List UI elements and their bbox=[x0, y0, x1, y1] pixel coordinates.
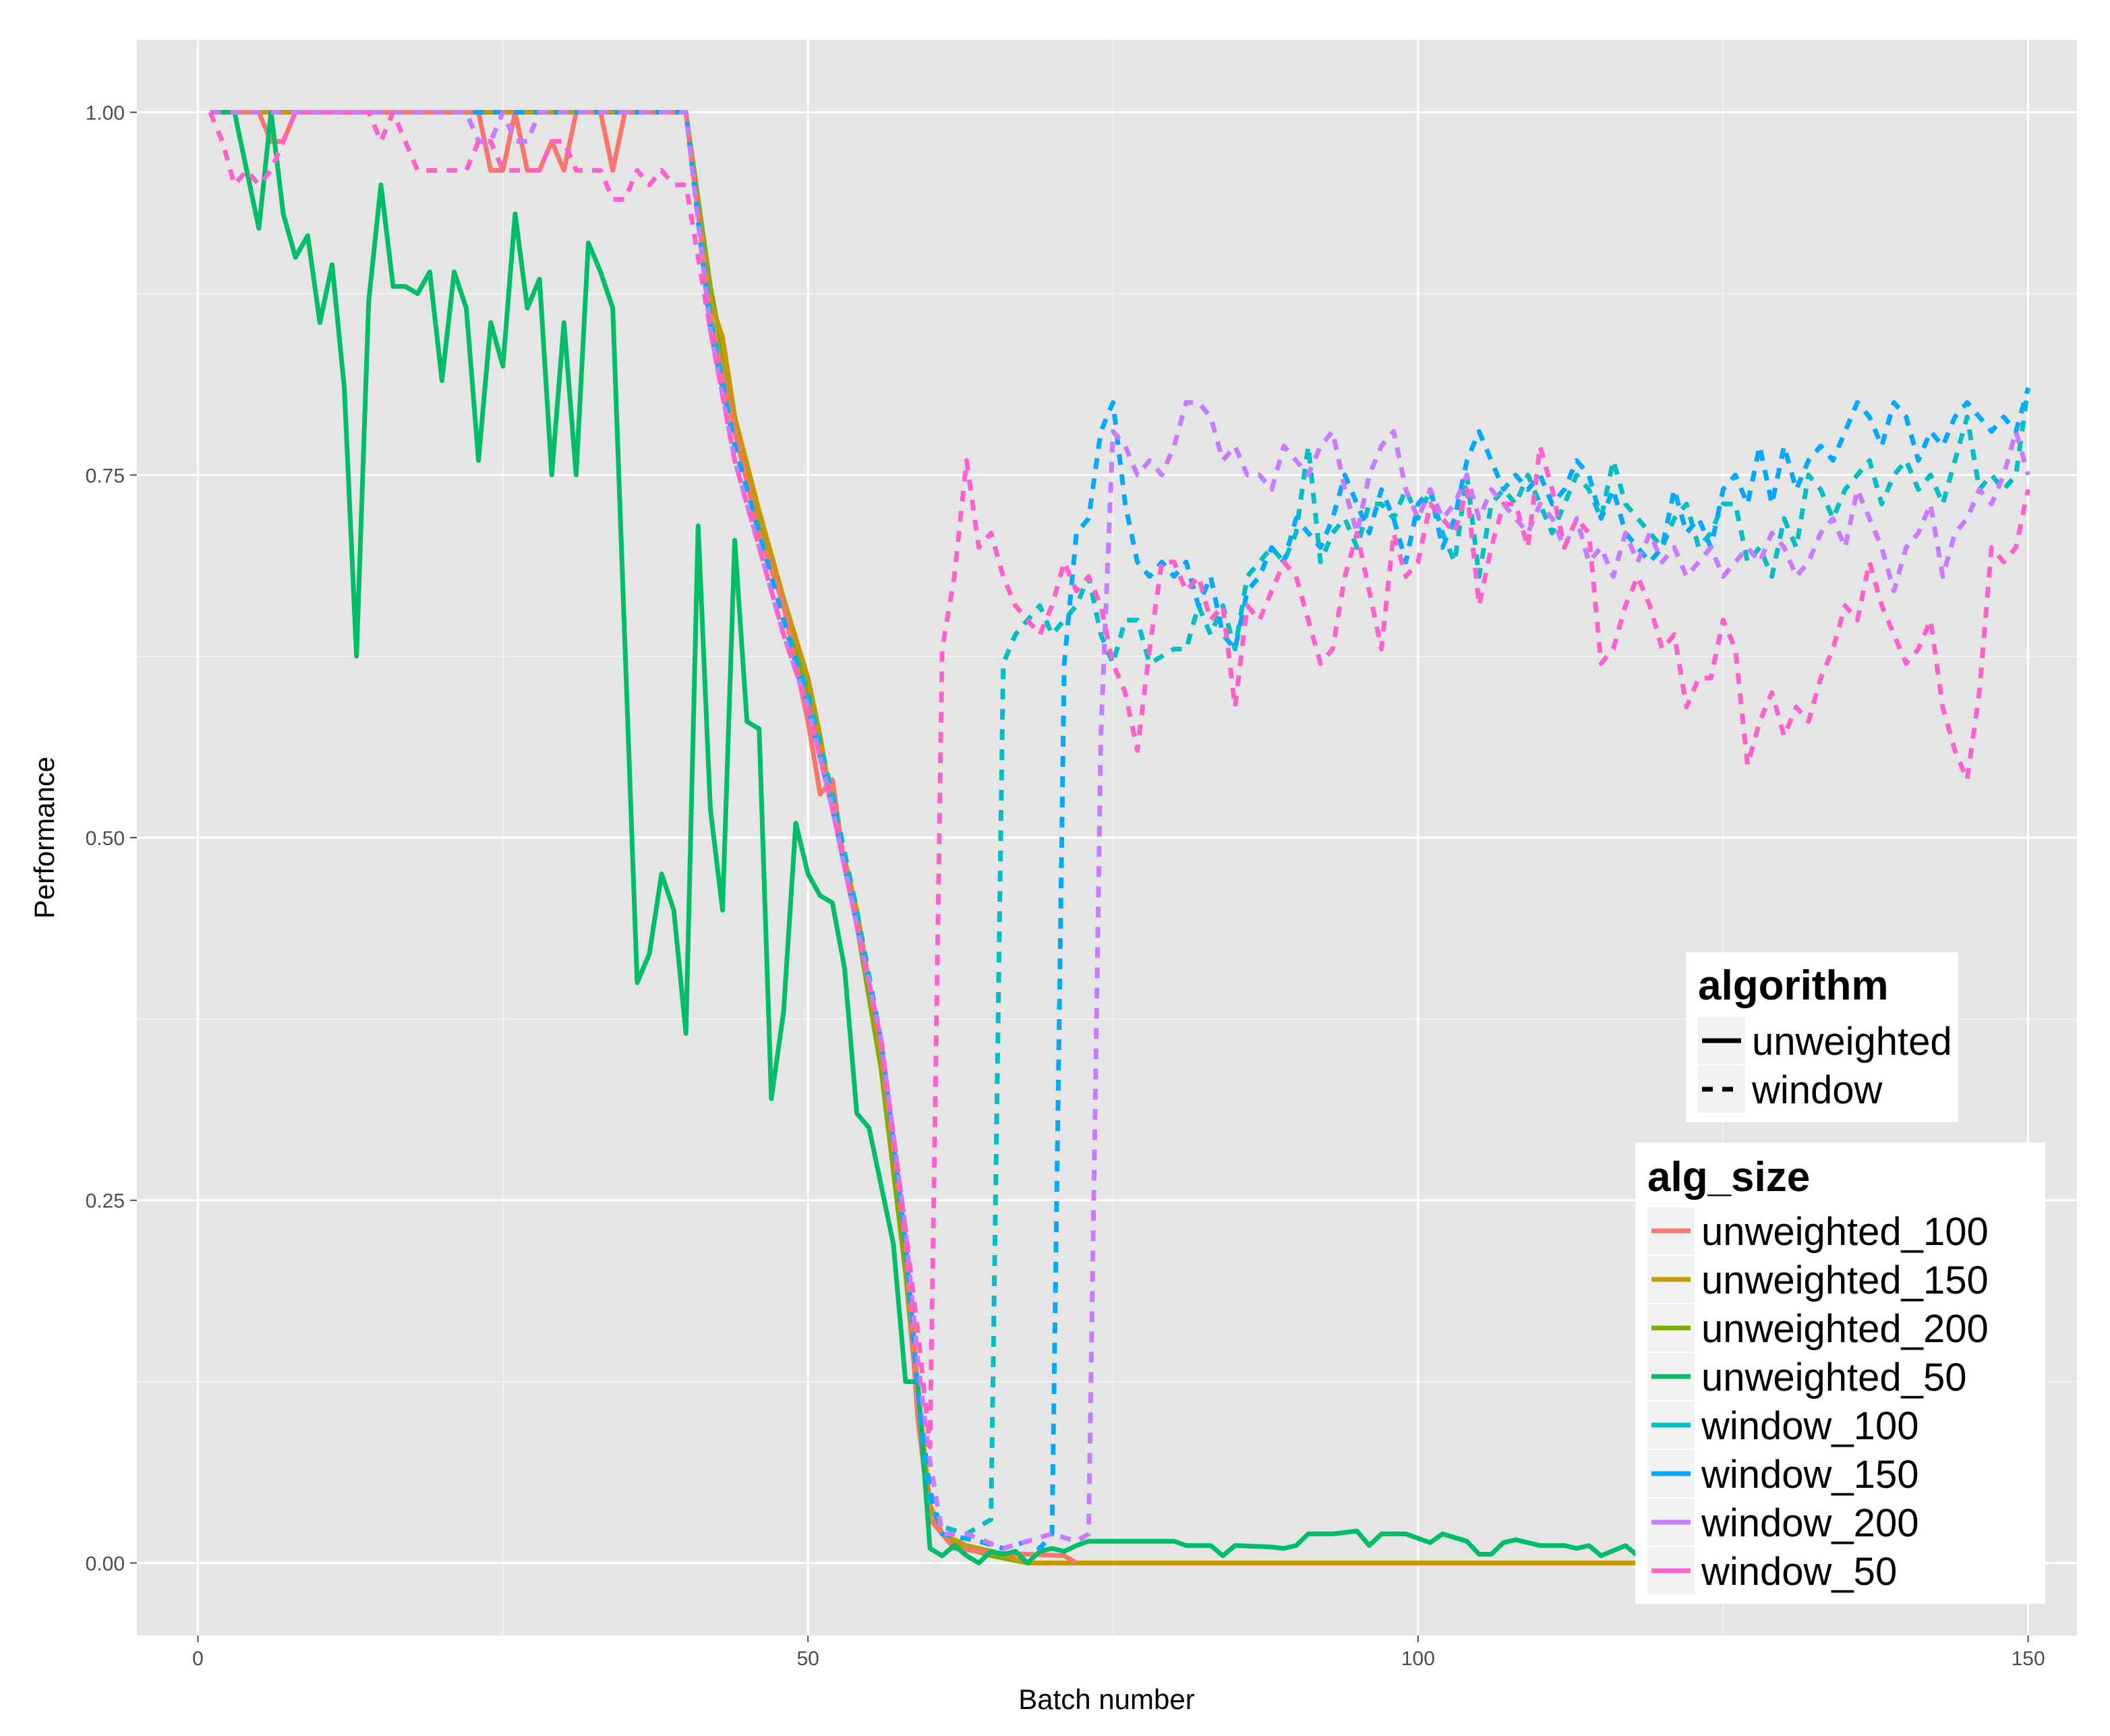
y-tick-label: 0.75 bbox=[86, 465, 125, 487]
legend-label-window-150: window_150 bbox=[1701, 1453, 1918, 1497]
legend-label-unweighted-50: unweighted_50 bbox=[1701, 1356, 1966, 1399]
series-line-unweighted-50 bbox=[210, 110, 1662, 1565]
legend-label-window-200: window_200 bbox=[1701, 1501, 1918, 1545]
series-line-window-200 bbox=[210, 110, 2030, 1551]
series-layer bbox=[208, 110, 2031, 1565]
legend-algorithm-title: algorithm bbox=[1698, 962, 1888, 1009]
legend-alg-size: alg_size unweighted_100unweighted_150unw… bbox=[1635, 1142, 2045, 1604]
legend-alg-size-title: alg_size bbox=[1647, 1154, 1810, 1200]
y-tick-label: 0.50 bbox=[86, 828, 125, 850]
series-line-window-50 bbox=[208, 110, 2031, 1449]
legend-alg-size-box bbox=[1635, 1142, 2045, 1604]
y-axis-title: Performance bbox=[28, 757, 60, 919]
legend-label-unweighted-100: unweighted_100 bbox=[1701, 1210, 1989, 1254]
legend-label-window-100: window_100 bbox=[1701, 1404, 1918, 1448]
x-tick-label: 0 bbox=[192, 1648, 204, 1670]
x-tick-label: 50 bbox=[797, 1648, 819, 1670]
legend-label-unweighted-150: unweighted_150 bbox=[1701, 1258, 1989, 1302]
x-axis: 0 50 100 150 bbox=[192, 1636, 2045, 1670]
x-tick-label: 150 bbox=[2012, 1648, 2045, 1670]
legend-algorithm: algorithm unweighted window bbox=[1686, 952, 1958, 1122]
y-tick-label: 1.00 bbox=[86, 103, 125, 125]
y-tick-label: 0.25 bbox=[86, 1190, 125, 1213]
x-tick-label: 100 bbox=[1401, 1648, 1435, 1670]
legend-algorithm-label-window: window bbox=[1751, 1068, 1883, 1112]
legend-label-unweighted-200: unweighted_200 bbox=[1701, 1307, 1989, 1351]
legend-algorithm-label-unweighted: unweighted bbox=[1752, 1020, 1952, 1064]
y-tick-label: 0.00 bbox=[86, 1553, 125, 1575]
y-axis: 0.00 0.25 0.50 0.75 1.00 bbox=[86, 103, 137, 1575]
x-axis-title: Batch number bbox=[1018, 1683, 1194, 1715]
legend-label-window-50: window_50 bbox=[1701, 1550, 1897, 1594]
